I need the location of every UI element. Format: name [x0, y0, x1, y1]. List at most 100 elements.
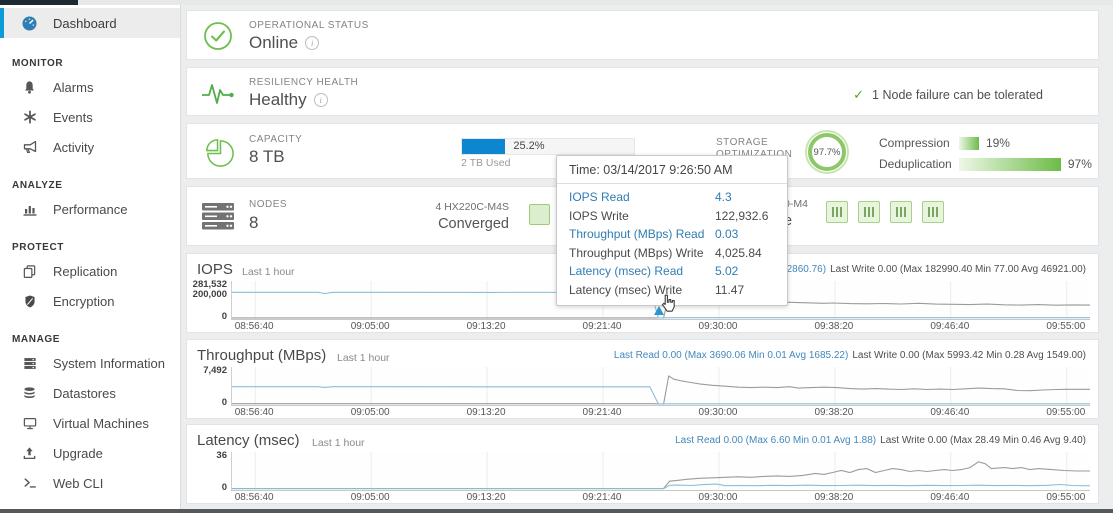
deduplication-bar [959, 158, 1061, 171]
heartbeat-icon [201, 81, 237, 112]
x-tick: 09:13:20 [467, 492, 506, 503]
sidebar-section-monitor: MONITOR [0, 56, 180, 72]
check-icon: ✓ [853, 87, 864, 102]
x-tick: 09:55:00 [1046, 321, 1085, 332]
throughput-chart-title: Throughput (MBps) [197, 347, 326, 364]
database-icon [21, 385, 38, 402]
sidebar-section-manage: MANAGE [0, 332, 180, 348]
tooltip-row: IOPS Write122,932.6 [557, 207, 787, 226]
sidebar-item-performance[interactable]: Performance [0, 194, 180, 224]
info-icon[interactable]: i [314, 93, 328, 107]
sidebar-item-events[interactable]: Events [0, 102, 180, 132]
optimization-percent: 97.7% [808, 133, 846, 171]
hyperflex-dashboard: Dashboard MONITOR Alarms Events Activity… [0, 0, 1113, 513]
converged-node-icon[interactable] [529, 204, 550, 225]
sidebar-item-virtual-machines[interactable]: Virtual Machines [0, 408, 180, 438]
throughput-x-axis: 08:56:4009:05:0009:13:2009:21:4009:30:00… [231, 407, 1089, 419]
latency-chart-subtitle: Last 1 hour [312, 437, 365, 449]
sidebar-item-replication[interactable]: Replication [0, 256, 180, 286]
sidebar-item-web-cli[interactable]: Web CLI [0, 468, 180, 498]
iops-y-max-label: 281,532200,000 [187, 280, 227, 300]
sidebar-item-activity[interactable]: Activity [0, 132, 180, 162]
shield-icon [21, 293, 38, 310]
x-tick: 09:30:00 [699, 407, 738, 418]
tooltip-row: Throughput (MBps) Write4,025.84 [557, 244, 787, 263]
capacity-used-label: 2 TB Used [461, 157, 510, 169]
nodes-value: 8 [249, 213, 258, 233]
iops-chart-title: IOPS [197, 261, 233, 278]
sidebar-item-upgrade[interactable]: Upgrade [0, 438, 180, 468]
health-text: Healthy [249, 90, 307, 109]
latency-chart-stats: Last Read 0.00 (Max 6.60 Min 0.01 Avg 1.… [675, 435, 1086, 446]
sidebar-item-alarms[interactable]: Alarms [0, 72, 180, 102]
chart-hover-tooltip: Time: 03/14/2017 9:26:50 AM IOPS Read4.3… [556, 155, 788, 306]
node-failure-note: ✓1 Node failure can be tolerated [853, 86, 1043, 104]
tooltip-label: Latency (msec) Write [569, 281, 715, 300]
converged-type: Converged [438, 216, 509, 232]
latency-chart-card: Latency (msec) Last 1 hour Last Read 0.0… [186, 424, 1099, 504]
tooltip-value: 4,025.84 [715, 244, 762, 263]
sidebar-item-encryption[interactable]: Encryption [0, 286, 180, 316]
capacity-usage-bar[interactable]: 25.2% [461, 138, 635, 155]
sidebar-item-system-information[interactable]: System Information [0, 348, 180, 378]
node-icon[interactable] [890, 201, 912, 223]
compression-label: Compression [879, 136, 959, 150]
tooltip-row: Latency (msec) Read5.02 [557, 262, 787, 281]
pie-chart-icon [203, 136, 236, 174]
sidebar-item-label: System Information [53, 356, 165, 371]
sidebar-item-datastores[interactable]: Datastores [0, 378, 180, 408]
sidebar-item-label: Upgrade [53, 446, 103, 461]
x-tick: 09:38:20 [814, 492, 853, 503]
latency-read-stats: Last Read 0.00 (Max 6.60 Min 0.01 Avg 1.… [675, 435, 876, 446]
resiliency-health-card: RESILIENCY HEALTH Healthyi ✓1 Node failu… [186, 67, 1099, 116]
deduplication-percent: 97% [1068, 157, 1092, 171]
throughput-y-zero-label: 0 [187, 397, 227, 408]
x-tick: 09:30:00 [699, 492, 738, 503]
operational-status-card: OPERATIONAL STATUS Onlinei [186, 10, 1099, 60]
iops-x-axis: 08:56:4009:05:0009:13:2009:21:4009:30:00… [231, 321, 1089, 333]
x-tick: 09:13:20 [467, 321, 506, 332]
converged-group: 4 HX220C-M4S Converged [425, 197, 509, 233]
storage-label-line1: STORAGE [716, 137, 768, 148]
bell-icon [21, 79, 38, 96]
compression-row: Compression 19% [879, 136, 1010, 150]
monitor-icon [21, 415, 38, 432]
resiliency-health-value: Healthy i [249, 90, 328, 110]
x-tick: 08:56:40 [235, 492, 274, 503]
info-icon[interactable]: i [305, 36, 319, 50]
terminal-icon [21, 475, 38, 492]
sidebar-item-label: Dashboard [53, 16, 117, 31]
tooltip-label: Latency (msec) Read [569, 262, 715, 281]
iops-y-zero-label: 0 [187, 311, 227, 322]
tooltip-value: 122,932.6 [715, 207, 768, 226]
sidebar-item-label: Events [53, 110, 93, 125]
sidebar-item-dashboard[interactable]: Dashboard [0, 8, 180, 38]
capacity-label: CAPACITY [249, 134, 302, 145]
x-tick: 09:05:00 [351, 407, 390, 418]
x-tick: 09:46:40 [930, 321, 969, 332]
x-tick: 09:05:00 [351, 321, 390, 332]
node-icon[interactable] [922, 201, 944, 223]
copy-pages-icon [21, 263, 38, 280]
x-tick: 09:55:00 [1046, 492, 1085, 503]
x-tick: 09:46:40 [930, 407, 969, 418]
x-tick: 09:21:40 [583, 321, 622, 332]
compression-percent: 19% [986, 136, 1010, 150]
latency-x-axis: 08:56:4009:05:0009:13:2009:21:4009:30:00… [231, 492, 1089, 504]
tooltip-label: Throughput (MBps) Read [569, 225, 715, 244]
node-icon[interactable] [826, 201, 848, 223]
throughput-chart-stats: Last Read 0.00 (Max 3690.06 Min 0.01 Avg… [614, 350, 1086, 361]
nodes-label: NODES [249, 199, 287, 210]
server-icon [21, 355, 38, 372]
sidebar-item-label: Performance [53, 202, 127, 217]
node-icon[interactable] [858, 201, 880, 223]
sidebar-item-label: Datastores [53, 386, 116, 401]
sidebar-item-label: Virtual Machines [53, 416, 149, 431]
capacity-usage-fill [462, 139, 505, 154]
top-strip [78, 0, 1113, 5]
x-tick: 09:21:40 [583, 407, 622, 418]
deduplication-row: Deduplication 97% [879, 157, 1092, 171]
tooltip-time: Time: 03/14/2017 9:26:50 AM [557, 156, 787, 184]
throughput-plot-area[interactable] [231, 367, 1090, 406]
latency-plot-area[interactable] [231, 452, 1090, 491]
